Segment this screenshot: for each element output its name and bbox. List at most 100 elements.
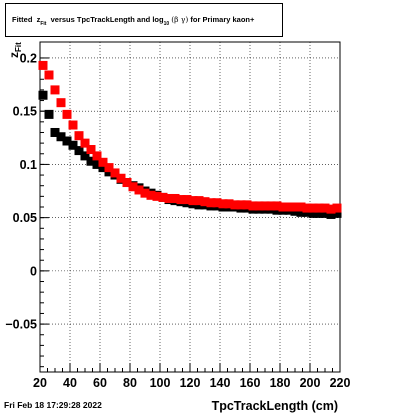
red-series-point [164, 193, 174, 203]
red-series-point [170, 193, 180, 203]
black-series-point [296, 207, 306, 217]
red-series-point [56, 98, 66, 108]
tick-layer [39, 57, 341, 372]
y-tick-label: 0.05 [13, 211, 37, 225]
black-series-point [56, 132, 66, 142]
red-series-point [236, 200, 246, 210]
red-series-point [158, 192, 168, 202]
red-series-point [146, 190, 156, 200]
y-tick-label: 0.1 [20, 158, 37, 172]
x-axis-label: TpcTrackLength (cm) [212, 399, 338, 413]
red-series-point [140, 188, 150, 198]
black-series-point [38, 90, 48, 100]
red-series-point [176, 195, 186, 205]
title-log-sub: 10 [163, 21, 170, 27]
svg-text:zFit: zFit [7, 42, 23, 58]
title-suffix: for Primary kaon+ [190, 15, 255, 24]
red-series-point [104, 163, 114, 173]
x-tick-label: 100 [150, 376, 171, 390]
data-points [38, 60, 342, 219]
x-tick-label: 40 [63, 376, 77, 390]
red-series-point [110, 168, 120, 178]
red-series-point [314, 203, 324, 213]
red-series-point [152, 191, 162, 201]
red-series-point [194, 196, 204, 206]
black-series-point [314, 208, 324, 218]
x-tick-label: 160 [240, 376, 261, 390]
black-series-point [326, 209, 336, 219]
x-tick-label: 20 [33, 376, 47, 390]
black-series-point [80, 151, 90, 161]
black-series-point [62, 136, 72, 146]
red-series-point [290, 202, 300, 212]
red-series-point [122, 178, 132, 188]
red-series-point [128, 182, 138, 192]
red-series-point [86, 145, 96, 155]
red-series-point [230, 200, 240, 210]
red-series-point [50, 85, 60, 95]
title-prefix: Fitted [12, 15, 33, 24]
red-series-point [182, 195, 192, 205]
red-series-point [68, 120, 78, 130]
black-series-point [74, 146, 84, 156]
y-axis-label: zFit [7, 42, 23, 58]
black-series-point [86, 156, 96, 166]
x-tick-label: 220 [330, 376, 351, 390]
footer-date: Fri Feb 18 17:29:28 2022 [4, 400, 102, 410]
red-series-point [44, 70, 54, 80]
red-series-point [92, 151, 102, 161]
red-series-point [254, 201, 264, 211]
red-series-point [116, 173, 126, 183]
x-tick-label: 200 [300, 376, 321, 390]
red-series-point [80, 138, 90, 148]
black-series-point [92, 159, 102, 169]
red-series-point [272, 201, 282, 211]
x-tick-label: 120 [180, 376, 201, 390]
y-tick-label: 0.2 [20, 51, 37, 65]
y-tick-label: 0 [30, 264, 37, 278]
title-box: Fitted zFit versus TpcTrackLength and lo… [5, 3, 283, 37]
red-series-point [134, 185, 144, 195]
title-middle: versus TpcTrackLength and log [50, 15, 164, 24]
red-series-point [278, 202, 288, 212]
y-tick-label: −0.05 [5, 318, 37, 332]
red-series-point [284, 202, 294, 212]
red-series-point [326, 204, 336, 214]
y-tick-labels: −0.05 0 0.05 0.1 0.15 0.2 [5, 51, 37, 331]
red-series-point [206, 198, 216, 208]
title-z-sub: Fit [40, 21, 47, 27]
red-series-point [266, 201, 276, 211]
y-tick-label: 0.15 [13, 105, 37, 119]
black-series-point [332, 208, 342, 218]
red-series-point [212, 198, 222, 208]
black-series-point [44, 109, 54, 119]
red-series-point [296, 202, 306, 212]
red-series-point [320, 203, 330, 213]
x-tick-label: 80 [123, 376, 137, 390]
red-series-point [98, 157, 108, 167]
black-series-point [50, 127, 60, 137]
red-series-point [200, 197, 210, 207]
black-series-point [98, 163, 108, 173]
x-tick-label: 60 [93, 376, 107, 390]
red-series-point [188, 196, 198, 206]
black-series-point [308, 208, 318, 218]
red-series-point [332, 203, 342, 213]
red-series-point [260, 201, 270, 211]
title-z: z [36, 15, 41, 24]
red-series-point [242, 200, 252, 210]
y-axis-label-main: z [7, 52, 21, 58]
black-series-point [320, 208, 330, 218]
title-paren: (β γ) [171, 15, 189, 24]
red-series-point [308, 203, 318, 213]
red-series-point [218, 199, 228, 209]
x-tick-label: 180 [270, 376, 291, 390]
red-series-point [224, 199, 234, 209]
red-series-point [38, 60, 48, 70]
red-series-point [62, 109, 72, 119]
y-axis-label-sub: Fit [14, 42, 23, 52]
red-series-point [74, 131, 84, 141]
x-tick-labels: 20 40 60 80 100 120 140 160 180 200 220 [33, 376, 350, 390]
red-series-point [248, 201, 258, 211]
